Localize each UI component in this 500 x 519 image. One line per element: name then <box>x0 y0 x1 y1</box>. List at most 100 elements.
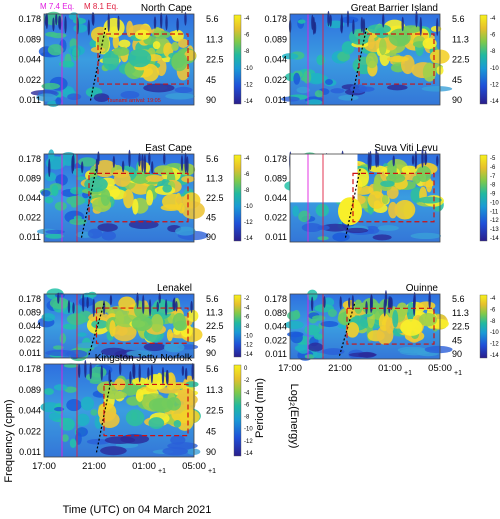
energy-blob <box>298 210 311 223</box>
colorbar-tick-label: -4 <box>490 296 496 302</box>
energy-blob <box>152 300 177 314</box>
energy-blob <box>346 10 350 28</box>
x-axis-label: Time (UTC) on 04 March 2021 <box>63 504 212 516</box>
energy-blob <box>329 14 332 27</box>
energy-blob <box>332 232 350 242</box>
colorbar-tick-label: -14 <box>244 236 253 242</box>
y-tick-label: 0.178 <box>264 14 287 24</box>
colorbar-tick-label: -14 <box>244 352 253 358</box>
energy-blob <box>178 38 189 49</box>
energy-blob <box>411 154 415 166</box>
period-tick-label: 22.5 <box>206 406 224 416</box>
x-tick-label: 17:00 <box>278 363 302 374</box>
y-tick-label: 0.022 <box>264 335 287 345</box>
colorbar-tick-label: -8 <box>490 319 496 325</box>
energy-blob <box>185 381 199 388</box>
period-tick-label: 5.6 <box>452 14 465 24</box>
energy-blob <box>66 399 82 412</box>
colorbar-tick-label: -8 <box>244 188 250 194</box>
energy-blob <box>172 312 186 331</box>
energy-blob <box>175 226 196 236</box>
energy-blob <box>348 352 377 358</box>
x-tick-label: 21:00 <box>82 461 106 472</box>
event-label-m81: M 8.1 Eq. <box>84 2 118 11</box>
energy-blob <box>307 289 318 301</box>
energy-blob <box>385 317 394 334</box>
energy-blob <box>84 359 87 378</box>
energy-blob <box>67 300 71 314</box>
energy-blob <box>401 16 404 32</box>
energy-blob <box>428 291 431 310</box>
colorbar-tick-label: 0 <box>244 366 248 372</box>
energy-blob <box>166 329 173 342</box>
energy-blob <box>128 220 159 230</box>
energy-blob <box>345 227 369 234</box>
energy-blob <box>44 196 54 204</box>
colorbar-tick-label: -13 <box>490 227 499 233</box>
energy-blob <box>87 291 97 298</box>
energy-blob <box>120 90 140 99</box>
period-tick-label: 45 <box>206 213 216 223</box>
energy-blob <box>64 16 67 34</box>
period-tick-label: 22.5 <box>452 322 470 332</box>
energy-blob <box>81 293 85 313</box>
colorbar-tick-label: -10 <box>490 200 499 206</box>
colorbar-tick-label: -6 <box>490 165 496 171</box>
chart-panel: Great Barrier Island 0.178 0.089 0.044 0.022… <box>264 3 499 106</box>
y-tick-label: 0.044 <box>264 193 287 203</box>
y-tick-label: 0.011 <box>19 232 41 242</box>
energy-blob <box>126 350 152 357</box>
analysis-window <box>346 307 435 345</box>
energy-blob <box>151 161 154 174</box>
period-tick-label: 5.6 <box>206 364 219 374</box>
energy-blob <box>372 234 392 241</box>
energy-blob <box>100 365 103 381</box>
energy-blob <box>41 82 61 90</box>
colorbar-tick-label: -12 <box>244 82 253 88</box>
period-tick-label: 90 <box>452 349 462 359</box>
chart-panel: Ouinne 0.178 0.089 0.044 0.022 0.011 5.6 11.3 22… <box>264 283 499 361</box>
y-tick-label: 0.178 <box>264 154 287 164</box>
y-tick-label: 0.089 <box>18 34 41 44</box>
energy-blob <box>191 363 194 381</box>
y-tick-label: 0.044 <box>18 55 41 65</box>
period-tick-label: 5.6 <box>206 154 219 164</box>
energy-blob <box>113 46 130 56</box>
energy-blob <box>388 28 411 47</box>
y-tick-label: 0.089 <box>264 308 287 318</box>
x-tick-label: 01:00 <box>132 461 156 472</box>
energy-blob <box>102 50 120 71</box>
period-tick-label: 22.5 <box>206 321 224 331</box>
energy-blob <box>327 10 330 27</box>
energy-blob <box>387 84 408 91</box>
energy-blob <box>414 150 418 169</box>
x-tick-label: 17:00 <box>32 461 56 472</box>
energy-blob <box>133 363 136 380</box>
energy-blob <box>45 233 64 239</box>
energy-blob <box>388 201 398 219</box>
colorbar-tick-label: -12 <box>244 220 253 226</box>
energy-blob <box>422 62 437 82</box>
colorbar-tick-label: -14 <box>490 353 499 359</box>
energy-blob <box>51 184 59 197</box>
energy-blob <box>296 86 310 94</box>
energy-blob <box>143 342 166 352</box>
plot-frame <box>43 153 195 243</box>
period-tick-label: 5.6 <box>206 14 219 24</box>
colorbar-tick-label: -4 <box>490 16 496 22</box>
plot-frame <box>43 363 195 458</box>
energy-blob <box>131 411 138 421</box>
period-tick-label: 11.3 <box>206 174 223 184</box>
colorbar-tick-label: -12 <box>490 82 499 88</box>
energy-blob <box>118 296 136 311</box>
energy-blob <box>159 12 163 29</box>
energy-blob <box>301 222 323 233</box>
period-tick-label: 5.6 <box>452 294 465 304</box>
energy-blob <box>175 196 191 205</box>
energy-blob <box>152 41 161 50</box>
energy-blob <box>365 52 378 69</box>
energy-blob <box>61 434 69 442</box>
colorbar-tick-label: -4 <box>244 16 250 22</box>
panel-title: North Cape <box>141 3 193 14</box>
period-tick-label: 45 <box>206 75 216 85</box>
